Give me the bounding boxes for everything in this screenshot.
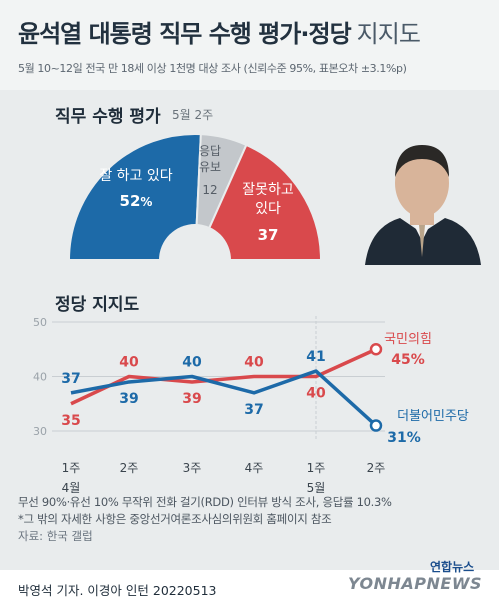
month-label-may: 5월 xyxy=(307,481,326,495)
none-label-1: 응답 xyxy=(199,144,221,158)
survey-info: 5월 10~12일 전국 만 18세 이상 1천명 대상 조사 (신뢰수준 95… xyxy=(18,62,407,75)
slice-disapprove xyxy=(193,143,323,261)
data-label: 41 xyxy=(306,349,325,365)
y-tick-label: 50 xyxy=(33,316,47,329)
dp-endpoint xyxy=(369,419,383,432)
dp-value: 31% xyxy=(387,430,421,446)
dp-name: 더불어민주당 xyxy=(397,409,469,424)
party-title: 정당 지지도 xyxy=(55,295,140,315)
president-photo xyxy=(360,115,485,265)
credit-line: 박영석 기자. 이경아 인턴 20220513 xyxy=(18,583,217,598)
approval-date: 5월 2주 xyxy=(172,108,214,122)
data-label: 39 xyxy=(182,391,201,407)
good-value: 52% xyxy=(120,192,153,210)
data-label: 40 xyxy=(182,355,202,371)
bad-label-1: 잘못하고 xyxy=(242,182,294,198)
data-label: 40 xyxy=(119,355,139,371)
x-tick-label: 2주 xyxy=(367,461,386,475)
y-tick-label: 40 xyxy=(33,371,47,384)
approval-title: 직무 수행 평가 xyxy=(55,107,161,127)
bad-value: 37 xyxy=(258,226,279,244)
x-tick-label: 2주 xyxy=(120,461,139,475)
data-label: 35 xyxy=(61,413,80,429)
page-title: 윤석열 대통령 직무 수행 평가·정당 지지도 xyxy=(18,14,421,49)
good-label: 잘 하고 있다 xyxy=(99,168,172,184)
data-label: 39 xyxy=(119,391,138,407)
party-chart: 30 40 50 35 40 39 40 40 37 39 40 37 41 국민의힘 45% 더불어… xyxy=(33,316,469,495)
data-label: 37 xyxy=(61,371,80,387)
approval-chart: 잘 하고 있다 52% 응답 유보 12 잘못하고 있다 37 xyxy=(67,133,323,290)
source-note: 자료: 한국 갤럽 xyxy=(18,529,93,543)
data-label: 37 xyxy=(244,402,263,418)
dp-line xyxy=(70,369,378,427)
header xyxy=(0,0,499,90)
data-label: 40 xyxy=(306,386,326,402)
ppp-name: 국민의힘 xyxy=(384,332,432,347)
x-tick-label: 1주 xyxy=(307,461,326,475)
ppp-value: 45% xyxy=(391,352,425,368)
x-tick-label: 3주 xyxy=(183,461,202,475)
logo-english: YONHAPNEWS xyxy=(348,574,482,593)
x-tick-label: 1주 xyxy=(62,461,81,475)
none-label-2: 유보 xyxy=(199,160,221,174)
ppp-line xyxy=(70,347,377,406)
detail-note: *그 밖의 자세한 사항은 중앙선거여론조사심의위원회 홈페이지 참조 xyxy=(18,512,332,526)
title-bold: 윤석열 대통령 직무 수행 평가·정당 xyxy=(18,20,352,48)
bad-label-2: 있다 xyxy=(255,201,281,217)
data-label: 40 xyxy=(244,355,264,371)
none-value: 12 xyxy=(202,183,217,197)
y-tick-label: 30 xyxy=(33,425,47,438)
slice-approve xyxy=(67,133,202,261)
title-light: 지지도 xyxy=(356,20,421,48)
donut-hole xyxy=(159,224,231,290)
method-note: 무선 90%·유선 10% 무작위 전화 걸기(RDD) 인터뷰 방식 조사, … xyxy=(18,495,392,509)
month-label-april: 4월 xyxy=(62,481,81,495)
x-tick-label: 4주 xyxy=(245,461,264,475)
logo-korean: 연합뉴스 xyxy=(430,560,475,574)
ppp-endpoint xyxy=(369,343,383,356)
credit-bar xyxy=(0,570,499,606)
